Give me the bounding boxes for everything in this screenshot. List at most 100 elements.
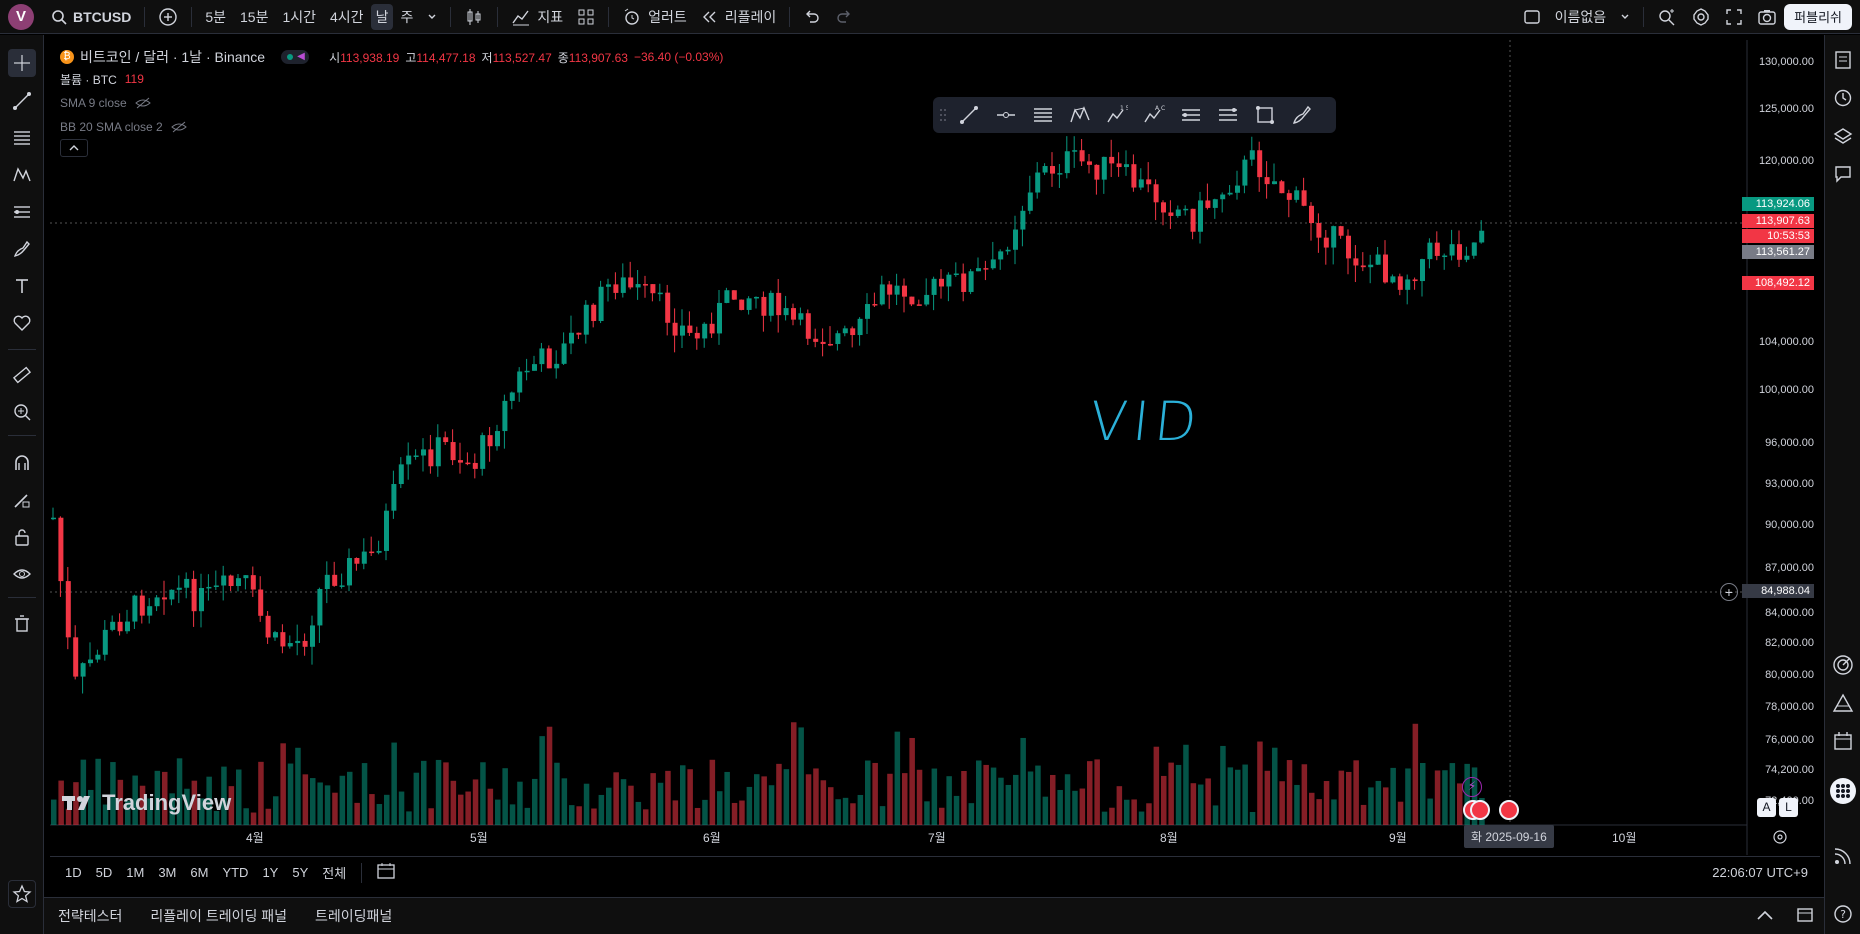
add-alert-plus-icon[interactable]: +: [1720, 583, 1738, 601]
draw-brush-button[interactable]: [1287, 100, 1317, 130]
user-avatar[interactable]: V: [8, 3, 34, 30]
templates-button[interactable]: [570, 0, 602, 34]
snapshot-button[interactable]: [1750, 0, 1784, 34]
eye-hidden-icon[interactable]: [170, 121, 187, 133]
timezone-clock[interactable]: 22:06:07 UTC+9: [1712, 865, 1808, 880]
draw-parallel-channel-button[interactable]: [1028, 100, 1058, 130]
alert-button[interactable]: 얼러트: [615, 0, 694, 34]
icon-tool[interactable]: [8, 309, 36, 337]
interval-dropdown[interactable]: [420, 0, 444, 34]
replay-button[interactable]: 리플레이: [694, 0, 784, 34]
draw-abc-wave-button[interactable]: A C: [1139, 100, 1169, 130]
freehand-drawing[interactable]: VID: [1086, 390, 1206, 453]
volume-bar: [894, 731, 901, 825]
calendar-button[interactable]: [1830, 728, 1856, 754]
layout-dropdown[interactable]: [1613, 0, 1637, 34]
tradingview-logo[interactable]: TradingView: [62, 790, 231, 816]
interval-day[interactable]: 날: [370, 3, 394, 30]
level-tag: 108,492.12: [1742, 276, 1814, 290]
expand-panel-button[interactable]: [1744, 909, 1786, 924]
indicators-button[interactable]: 지표: [504, 0, 570, 34]
goto-date-button[interactable]: [370, 861, 402, 884]
brush-tool[interactable]: [8, 235, 36, 263]
zoom-tool[interactable]: [8, 398, 36, 426]
drag-handle-icon[interactable]: [939, 107, 947, 123]
quick-search-button[interactable]: [1650, 0, 1684, 34]
trend-line-tool[interactable]: [8, 87, 36, 115]
interval-week[interactable]: 주: [400, 8, 414, 25]
bottom-tab[interactable]: 리플레이 트레이딩 패널: [150, 908, 287, 924]
stream-button[interactable]: [1830, 843, 1856, 869]
candle-body: [894, 285, 900, 295]
range-button[interactable]: 1Y: [262, 865, 279, 880]
magnet-tool[interactable]: [8, 449, 36, 477]
auto-scale-toggle[interactable]: A: [1757, 798, 1776, 817]
layout-name-button[interactable]: 이름없음: [1548, 0, 1614, 34]
draw-mode-tool[interactable]: [8, 486, 36, 514]
object-tree-button[interactable]: [1830, 123, 1856, 149]
range-button[interactable]: YTD: [222, 865, 249, 880]
compare-add-button[interactable]: [151, 0, 185, 34]
price-chart[interactable]: [50, 40, 1820, 855]
redo-button[interactable]: [828, 0, 860, 34]
chart-type-button[interactable]: [457, 0, 491, 34]
visibility-tool[interactable]: [8, 560, 36, 588]
draw-date-range-button[interactable]: [1213, 100, 1243, 130]
draw-rectangle-button[interactable]: [1250, 100, 1280, 130]
forecast-tool[interactable]: [8, 198, 36, 226]
us-flag-event-icon[interactable]: [1470, 800, 1490, 820]
draw-horizontal-ray-button[interactable]: [991, 100, 1021, 130]
measure-tool[interactable]: [8, 361, 36, 389]
range-button[interactable]: 전체: [322, 866, 347, 881]
draw-forecast-button[interactable]: [1176, 100, 1206, 130]
target-button[interactable]: [1830, 652, 1856, 678]
draw-elliott-wave-button[interactable]: 1 5: [1102, 100, 1132, 130]
lock-tool[interactable]: [8, 523, 36, 551]
bottom-tab[interactable]: 전략테스터: [58, 908, 123, 924]
price-scale-label: 96,000.00: [1765, 437, 1814, 449]
symbol-title[interactable]: 비트코인 / 달러 · 1날 · Binance: [80, 49, 266, 65]
bb-legend-row[interactable]: BB 20 SMA close 2: [60, 115, 723, 139]
alerts-panel-button[interactable]: [1830, 85, 1856, 111]
sma-legend-row[interactable]: SMA 9 close: [60, 91, 723, 115]
settings-button[interactable]: [1684, 0, 1718, 34]
help-button[interactable]: ?: [1830, 901, 1856, 927]
volume-legend-row[interactable]: 볼륨 · BTC 119: [60, 67, 723, 91]
crosshair-tool[interactable]: [8, 49, 36, 77]
market-status-icon[interactable]: ◀: [281, 50, 310, 64]
range-button[interactable]: 5Y: [292, 865, 309, 880]
watchlist-button[interactable]: [1830, 47, 1856, 73]
range-button[interactable]: 6M: [190, 865, 209, 880]
lightning-event-icon[interactable]: ⚡: [1462, 777, 1482, 797]
range-button[interactable]: 3M: [158, 865, 177, 880]
collapse-legend-button[interactable]: [60, 139, 88, 157]
interval-1h[interactable]: 1시간: [282, 8, 317, 25]
pattern-tool[interactable]: [8, 161, 36, 189]
maximize-panel-button[interactable]: [1786, 907, 1824, 926]
interval-15m[interactable]: 15분: [240, 8, 269, 25]
eye-hidden-icon[interactable]: [134, 97, 151, 109]
us-flag-event-icon[interactable]: [1499, 800, 1519, 820]
interval-5m[interactable]: 5분: [205, 8, 227, 25]
layout-toggle[interactable]: [1516, 0, 1548, 34]
bottom-tab[interactable]: 트레이딩패널: [315, 908, 393, 924]
remove-drawings-tool[interactable]: [8, 610, 36, 638]
undo-button[interactable]: [796, 0, 828, 34]
range-button[interactable]: 1M: [126, 865, 145, 880]
log-scale-toggle[interactable]: L: [1779, 798, 1798, 817]
range-button[interactable]: 5D: [95, 865, 113, 880]
chat-button[interactable]: [1830, 161, 1856, 187]
interval-4h[interactable]: 4시간: [330, 8, 364, 25]
fullscreen-button[interactable]: [1718, 0, 1750, 34]
draw-pattern-button[interactable]: [1065, 100, 1095, 130]
fib-tool[interactable]: [8, 124, 36, 152]
text-tool[interactable]: [8, 272, 36, 300]
apps-button[interactable]: [1830, 778, 1856, 804]
range-button[interactable]: 1D: [65, 865, 82, 880]
ideas-button[interactable]: [1830, 690, 1856, 716]
favorites-tool[interactable]: [8, 880, 36, 908]
symbol-search[interactable]: BTCUSD: [44, 0, 138, 34]
draw-trend-line-button[interactable]: [954, 100, 984, 130]
publish-button[interactable]: 퍼블리쉬: [1784, 3, 1852, 30]
axis-settings-button[interactable]: [1772, 829, 1788, 848]
